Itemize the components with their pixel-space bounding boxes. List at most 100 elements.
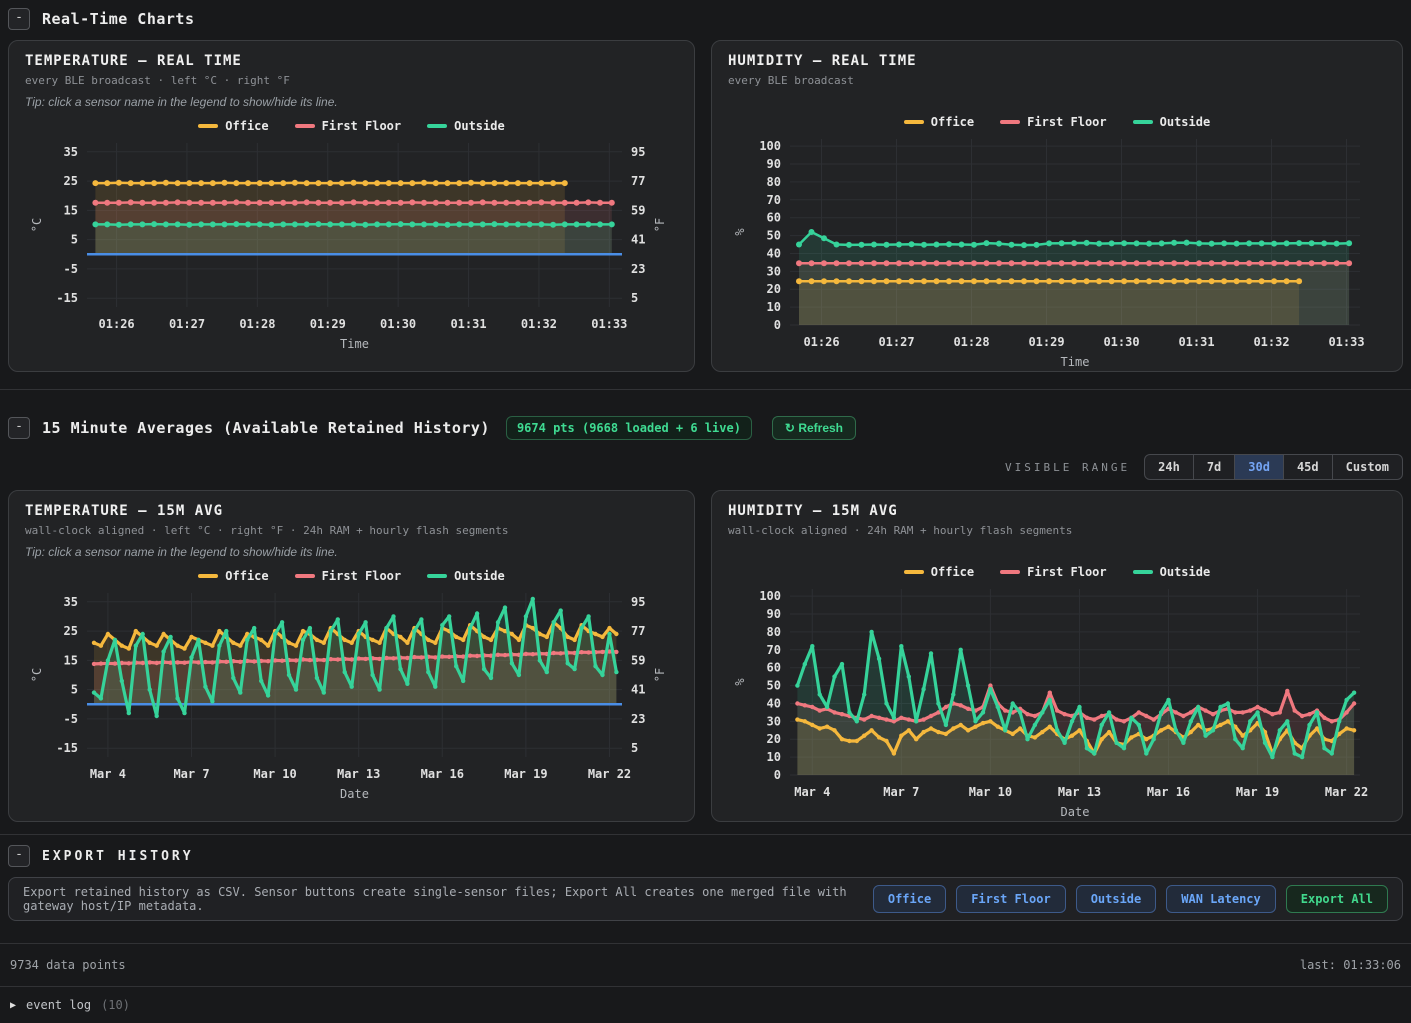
svg-text:15: 15	[64, 203, 78, 217]
chart-svg: 35 25 15 5 -5 -15 95 77 59 41 23 5 Mar 4 Mar 7 Mar 10 M…	[30, 593, 667, 801]
svg-text:59: 59	[631, 653, 645, 667]
export-office-button[interactable]: Office	[872, 885, 947, 913]
section-divider	[0, 389, 1411, 390]
svg-text:70: 70	[767, 193, 781, 207]
svg-text:25: 25	[64, 624, 78, 638]
legend-label: First Floor	[321, 569, 402, 583]
legend-swatch	[294, 124, 315, 128]
svg-text:01:27: 01:27	[169, 317, 205, 331]
export-first-floor-button[interactable]: First Floor	[956, 885, 1066, 913]
range-7d-button[interactable]: 7d	[1192, 454, 1236, 480]
event-log-count: (10)	[101, 998, 130, 1012]
refresh-button[interactable]: ↻ Refresh	[771, 416, 857, 440]
legend-swatch	[198, 124, 219, 128]
svg-text:5: 5	[631, 741, 638, 755]
legend-label: Office	[225, 119, 269, 133]
range-custom-button[interactable]: Custom	[1331, 454, 1403, 480]
legend-item-office[interactable]: Office	[198, 569, 269, 583]
export-outside-button[interactable]: Outside	[1075, 885, 1157, 913]
legend-item-first-floor[interactable]: First Floor	[294, 119, 401, 133]
export-section-header: - EXPORT HISTORY	[0, 845, 1411, 867]
humidity-realtime-legend: Office First Floor Outside	[728, 113, 1386, 131]
range-45d-button[interactable]: 45d	[1282, 454, 1333, 480]
svg-text:°C: °C	[30, 668, 44, 682]
legend-item-first-floor[interactable]: First Floor	[294, 569, 402, 583]
section-divider	[0, 834, 1411, 835]
svg-text:01:32: 01:32	[1253, 335, 1289, 349]
svg-text:60: 60	[767, 211, 781, 225]
svg-text:10: 10	[767, 300, 781, 314]
legend-tip-text: Tip: click a sensor name in the legend t…	[25, 545, 338, 559]
legend-item-outside[interactable]: Outside	[427, 119, 505, 133]
event-log-label: event log	[26, 998, 92, 1012]
svg-text:35: 35	[64, 595, 78, 609]
svg-text:77: 77	[631, 624, 645, 638]
svg-text:23: 23	[631, 262, 645, 276]
collapse-averages-button[interactable]: -	[8, 417, 30, 439]
refresh-icon: ↻	[784, 421, 795, 435]
svg-text:01:28: 01:28	[239, 317, 275, 331]
legend-item-outside[interactable]: Outside	[1132, 115, 1210, 129]
temperature-realtime-legend: Office First Floor Outside	[25, 117, 678, 135]
legend-swatch	[903, 120, 924, 124]
temperature-15m-chart: 35 25 15 5 -5 -15 95 77 59 41 23 5 Mar 4 Mar 7 Mar 10 M…	[25, 585, 678, 805]
svg-text:01:29: 01:29	[1028, 335, 1064, 349]
svg-text:20: 20	[767, 282, 781, 296]
legend-tip-text: Tip: click a sensor name in the legend t…	[25, 95, 338, 109]
svg-text:01:30: 01:30	[1103, 335, 1139, 349]
collapse-realtime-button[interactable]: -	[8, 8, 30, 30]
event-log-expander[interactable]: ▶ event log (10)	[0, 987, 1411, 1023]
legend-label: First Floor	[1027, 115, 1107, 129]
realtime-section-title: Real-Time Charts	[42, 10, 195, 28]
temperature-realtime-subtitle: every BLE broadcast · left °C · right °F	[25, 74, 290, 87]
legend-item-first-floor[interactable]: First Floor	[1000, 115, 1107, 129]
range-30d-button[interactable]: 30d	[1234, 454, 1284, 480]
svg-text:90: 90	[767, 607, 781, 621]
legend-item-first-floor[interactable]: First Floor	[1000, 565, 1107, 579]
averages-section-header: - 15 Minute Averages (Available Retained…	[0, 416, 1411, 440]
svg-text:-15: -15	[56, 291, 78, 305]
range-24h-button[interactable]: 24h	[1144, 454, 1194, 480]
legend-swatch	[1132, 120, 1153, 124]
legend-swatch	[1132, 570, 1153, 574]
svg-text:90: 90	[767, 157, 781, 171]
svg-text:95: 95	[631, 595, 645, 609]
svg-text:Mar 13: Mar 13	[1058, 785, 1101, 799]
humidity-15m-title: HUMIDITY — 15M AVG	[728, 503, 898, 519]
svg-text:40: 40	[767, 697, 781, 711]
legend-item-outside[interactable]: Outside	[1132, 565, 1210, 579]
legend-item-office[interactable]: Office	[198, 119, 269, 133]
svg-text:30: 30	[767, 264, 781, 278]
last-update-time: last: 01:33:06	[1299, 958, 1401, 972]
legend-swatch	[427, 124, 448, 128]
svg-text:01:31: 01:31	[1178, 335, 1214, 349]
svg-text:Date: Date	[340, 787, 369, 801]
svg-text:Mar 16: Mar 16	[421, 767, 464, 781]
temperature-15m-legend: Office First Floor Outside	[25, 567, 678, 585]
svg-text:-15: -15	[56, 741, 78, 755]
svg-text:Mar 22: Mar 22	[1325, 785, 1368, 799]
temperature-15m-card: TEMPERATURE — 15M AVG wall-clock aligned…	[8, 490, 695, 822]
svg-text:Mar 19: Mar 19	[504, 767, 547, 781]
humidity-realtime-title: HUMIDITY — REAL TIME	[728, 53, 917, 69]
svg-text:01:26: 01:26	[99, 317, 135, 331]
legend-swatch	[903, 570, 924, 574]
svg-text:95: 95	[631, 145, 645, 159]
svg-text:Mar 7: Mar 7	[883, 785, 919, 799]
svg-text:15: 15	[64, 653, 78, 667]
svg-text:°F: °F	[653, 668, 667, 682]
export-wan-latency-button[interactable]: WAN Latency	[1166, 885, 1276, 913]
legend-item-outside[interactable]: Outside	[427, 569, 505, 583]
collapse-export-button[interactable]: -	[8, 845, 30, 867]
export-all-button[interactable]: Export All	[1285, 885, 1388, 913]
svg-text:35: 35	[64, 145, 78, 159]
svg-text:-5: -5	[64, 262, 78, 276]
svg-text:-5: -5	[64, 712, 78, 726]
svg-text:Time: Time	[340, 337, 369, 351]
svg-text:0: 0	[774, 318, 781, 332]
legend-item-office[interactable]: Office	[903, 565, 974, 579]
visible-range-group: 24h 7d 30d 45d Custom	[1144, 454, 1403, 480]
legend-item-office[interactable]: Office	[903, 115, 974, 129]
